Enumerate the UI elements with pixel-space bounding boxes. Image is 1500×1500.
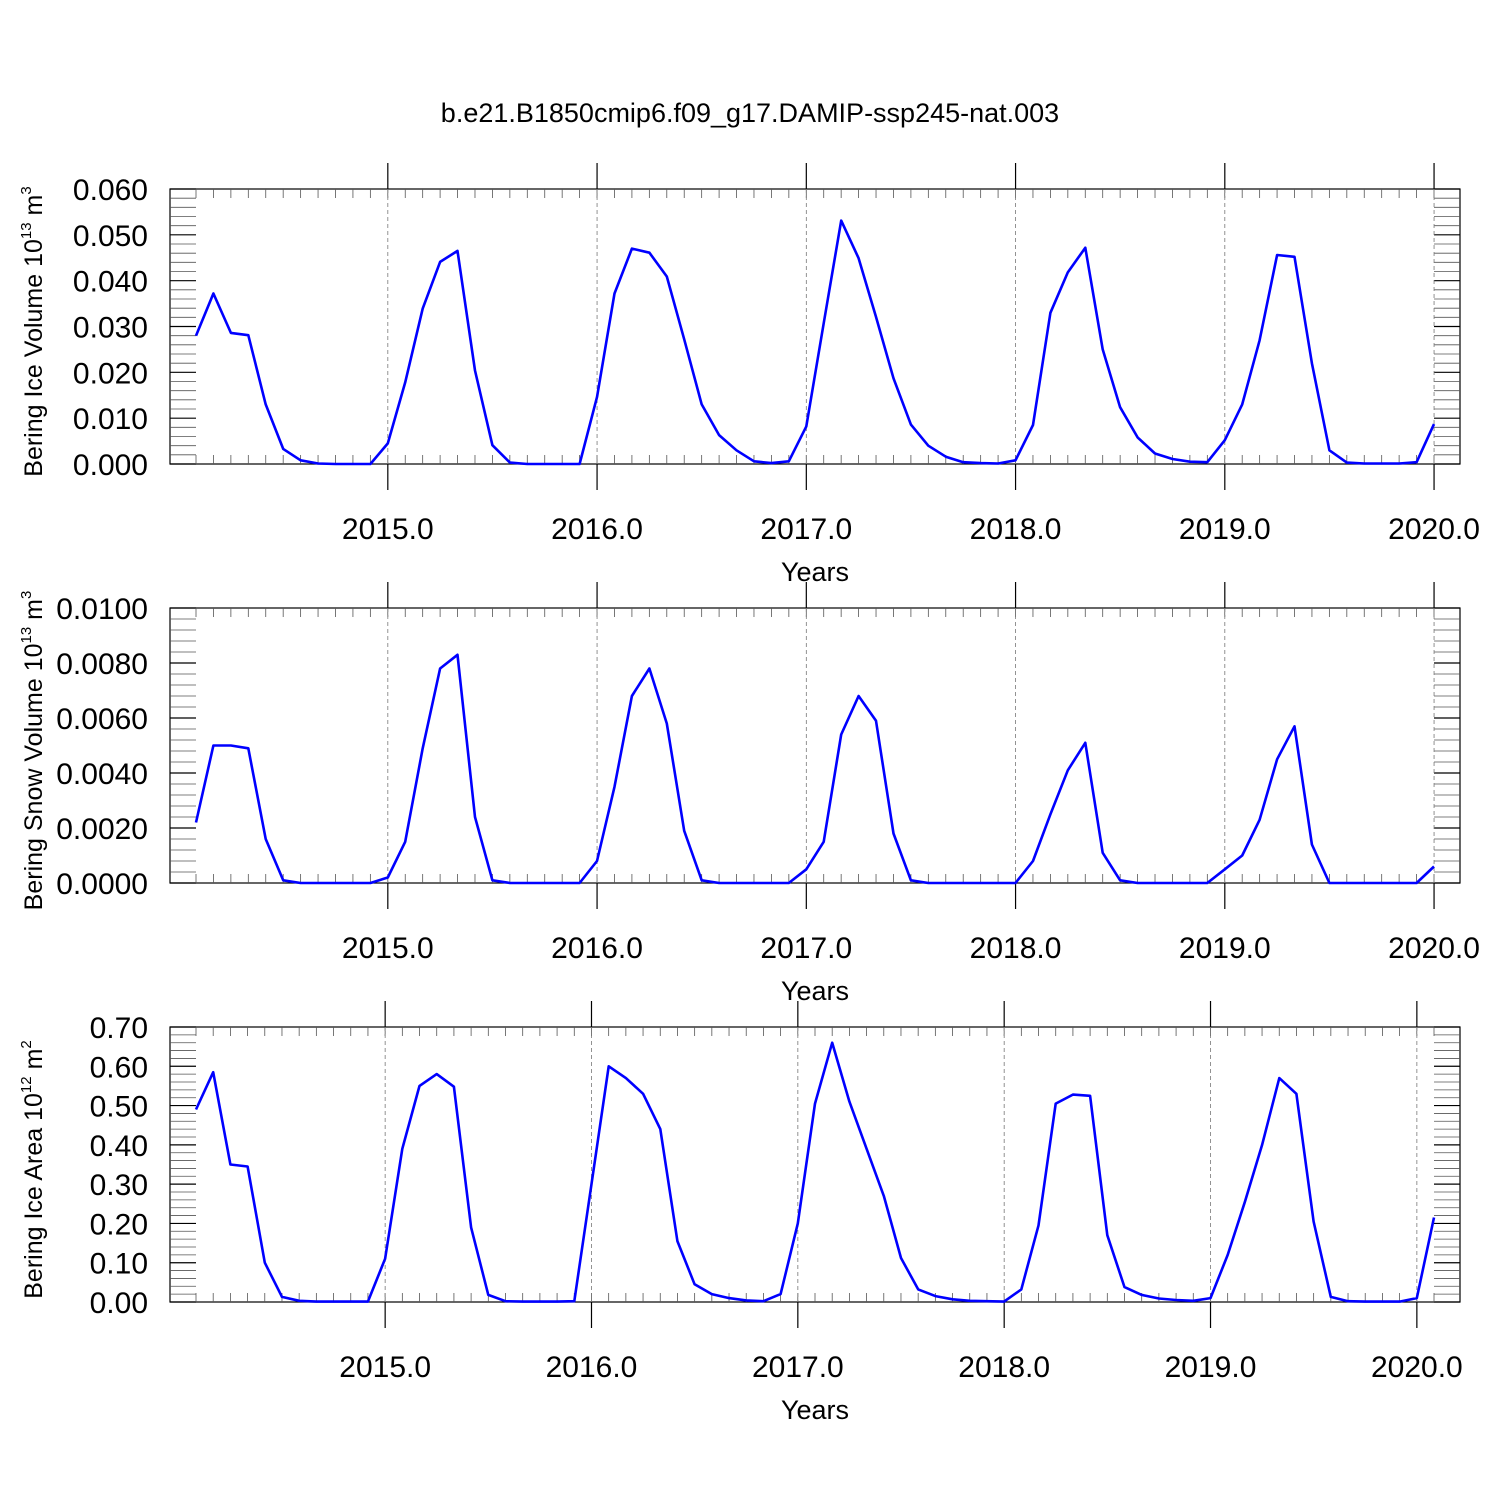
plot-frame: [169, 188, 1461, 465]
series-line: [194, 653, 1435, 885]
y-tick-label: 0.70: [90, 1012, 148, 1045]
y-tick-label: 0.060: [73, 174, 148, 207]
x-tick-label: 2017.0: [752, 1351, 844, 1384]
y-tick-label: 0.20: [90, 1208, 148, 1241]
y-tick-label: 0.10: [90, 1248, 148, 1281]
x-tick-label: 2020.0: [1388, 513, 1480, 546]
y-tick-label: 0.0080: [56, 648, 148, 681]
x-axis-label: Years: [781, 557, 849, 587]
x-tick-label: 2015.0: [342, 513, 434, 546]
x-tick-label: 2018.0: [970, 513, 1062, 546]
x-tick-label: 2018.0: [958, 1351, 1050, 1384]
chart-title: b.e21.B1850cmip6.f09_g17.DAMIP-ssp245-na…: [440, 98, 1060, 128]
x-tick-label: 2018.0: [970, 932, 1062, 965]
plot-frame: [169, 1026, 1461, 1303]
x-tick-label: 2017.0: [760, 513, 852, 546]
x-tick-label: 2016.0: [551, 932, 643, 965]
chart-panel-2: 0.0000 0.0020 0.0040 0.0060 0.0080 0.0100 2015…: [18, 582, 1480, 1006]
y-tick-label: 0.0100: [56, 593, 148, 626]
y-tick-label: 0.040: [73, 266, 148, 299]
y-tick-label: 0.30: [90, 1169, 148, 1202]
series-line: [194, 1041, 1436, 1303]
y-axis-label: Bering Snow Volume 1013 m3: [18, 591, 48, 911]
plot-frame: [169, 607, 1461, 884]
y-axis-label: Bering Ice Volume 1013 m3: [18, 186, 48, 476]
y-tick-label: 0.50: [90, 1091, 148, 1124]
x-tick-label: 2017.0: [760, 932, 852, 965]
x-axis-label: Years: [781, 1395, 849, 1425]
y-axis-label: Bering Ice Area 1012 m2: [18, 1040, 48, 1299]
y-tick-label: 0.60: [90, 1051, 148, 1084]
y-tick-label: 0.000: [73, 449, 148, 482]
x-tick-label: 2019.0: [1165, 1351, 1257, 1384]
x-axis-label: Years: [781, 976, 849, 1006]
chart-panel-1: 0.000 0.010 0.020 0.030 0.040 0.050 0.060 2015.…: [18, 163, 1480, 587]
x-tick-label: 2015.0: [339, 1351, 431, 1384]
x-tick-label: 2016.0: [551, 513, 643, 546]
x-tick-label: 2015.0: [342, 932, 434, 965]
x-tick-label: 2016.0: [546, 1351, 638, 1384]
y-tick-label: 0.0020: [56, 813, 148, 846]
y-tick-label: 0.40: [90, 1130, 148, 1163]
y-tick-label: 0.050: [73, 220, 148, 253]
y-tick-label: 0.030: [73, 312, 148, 345]
x-tick-label: 2019.0: [1179, 932, 1271, 965]
series-line: [194, 219, 1436, 466]
x-tick-label: 2020.0: [1388, 932, 1480, 965]
y-tick-label: 0.010: [73, 403, 148, 436]
y-tick-label: 0.00: [90, 1287, 148, 1320]
y-tick-label: 0.0060: [56, 703, 148, 736]
chart-panel-3: 0.00 0.10 0.20 0.30 0.40 0.50 0.60 0.70 2015.0 20…: [18, 1001, 1463, 1425]
y-tick-label: 0.020: [73, 357, 148, 390]
y-tick-label: 0.0000: [56, 868, 148, 901]
x-tick-label: 2020.0: [1371, 1351, 1463, 1384]
y-tick-label: 0.0040: [56, 758, 148, 791]
x-tick-label: 2019.0: [1179, 513, 1271, 546]
